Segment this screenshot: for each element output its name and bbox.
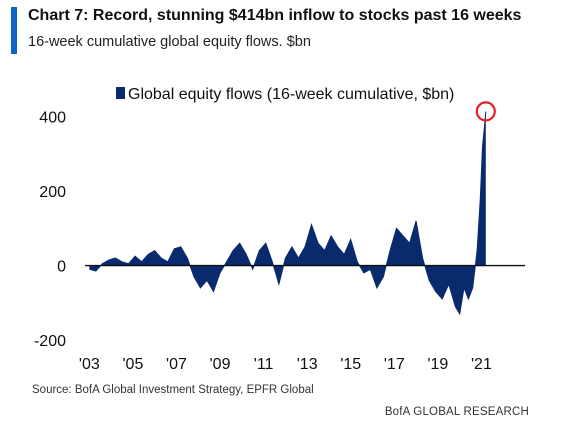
title-accent-bar (11, 7, 17, 54)
x-tick-label: '09 (210, 356, 231, 373)
x-tick-label: '21 (471, 356, 492, 373)
x-tick-label: '07 (166, 356, 187, 373)
y-tick-label: -200 (34, 333, 66, 350)
x-tick-label: '05 (122, 356, 143, 373)
y-tick-label: 200 (39, 184, 66, 201)
x-axis-ticks: '03 '05 '07 '09 '11 '13 '15 '17 '19 '21 (79, 356, 492, 373)
source-note: Source: BofA Global Investment Strategy,… (32, 384, 314, 396)
x-tick-label: '13 (297, 356, 318, 373)
series-line-global-equity-flows (89, 111, 487, 316)
chart-subtitle: 16-week cumulative global equity flows. … (28, 34, 311, 50)
x-tick-label: '11 (254, 356, 274, 373)
chart-title: Chart 7: Record, stunning $414bn inflow … (28, 7, 522, 24)
series-area-global-equity-flows (89, 111, 486, 314)
legend-swatch (116, 87, 125, 99)
brand-credit: BofA GLOBAL RESEARCH (384, 406, 529, 418)
x-tick-label: '17 (384, 356, 405, 373)
y-axis-ticks: 400 200 0 -200 (34, 110, 66, 350)
x-tick-label: '03 (79, 356, 100, 373)
x-tick-label: '19 (427, 356, 448, 373)
x-tick-label: '15 (340, 356, 361, 373)
y-tick-label: 0 (57, 259, 66, 276)
legend: Global equity flows (16-week cumulative,… (116, 86, 454, 103)
y-tick-label: 400 (39, 110, 66, 127)
record-highlight-circle (475, 101, 496, 122)
legend-label: Global equity flows (16-week cumulative,… (128, 86, 454, 103)
